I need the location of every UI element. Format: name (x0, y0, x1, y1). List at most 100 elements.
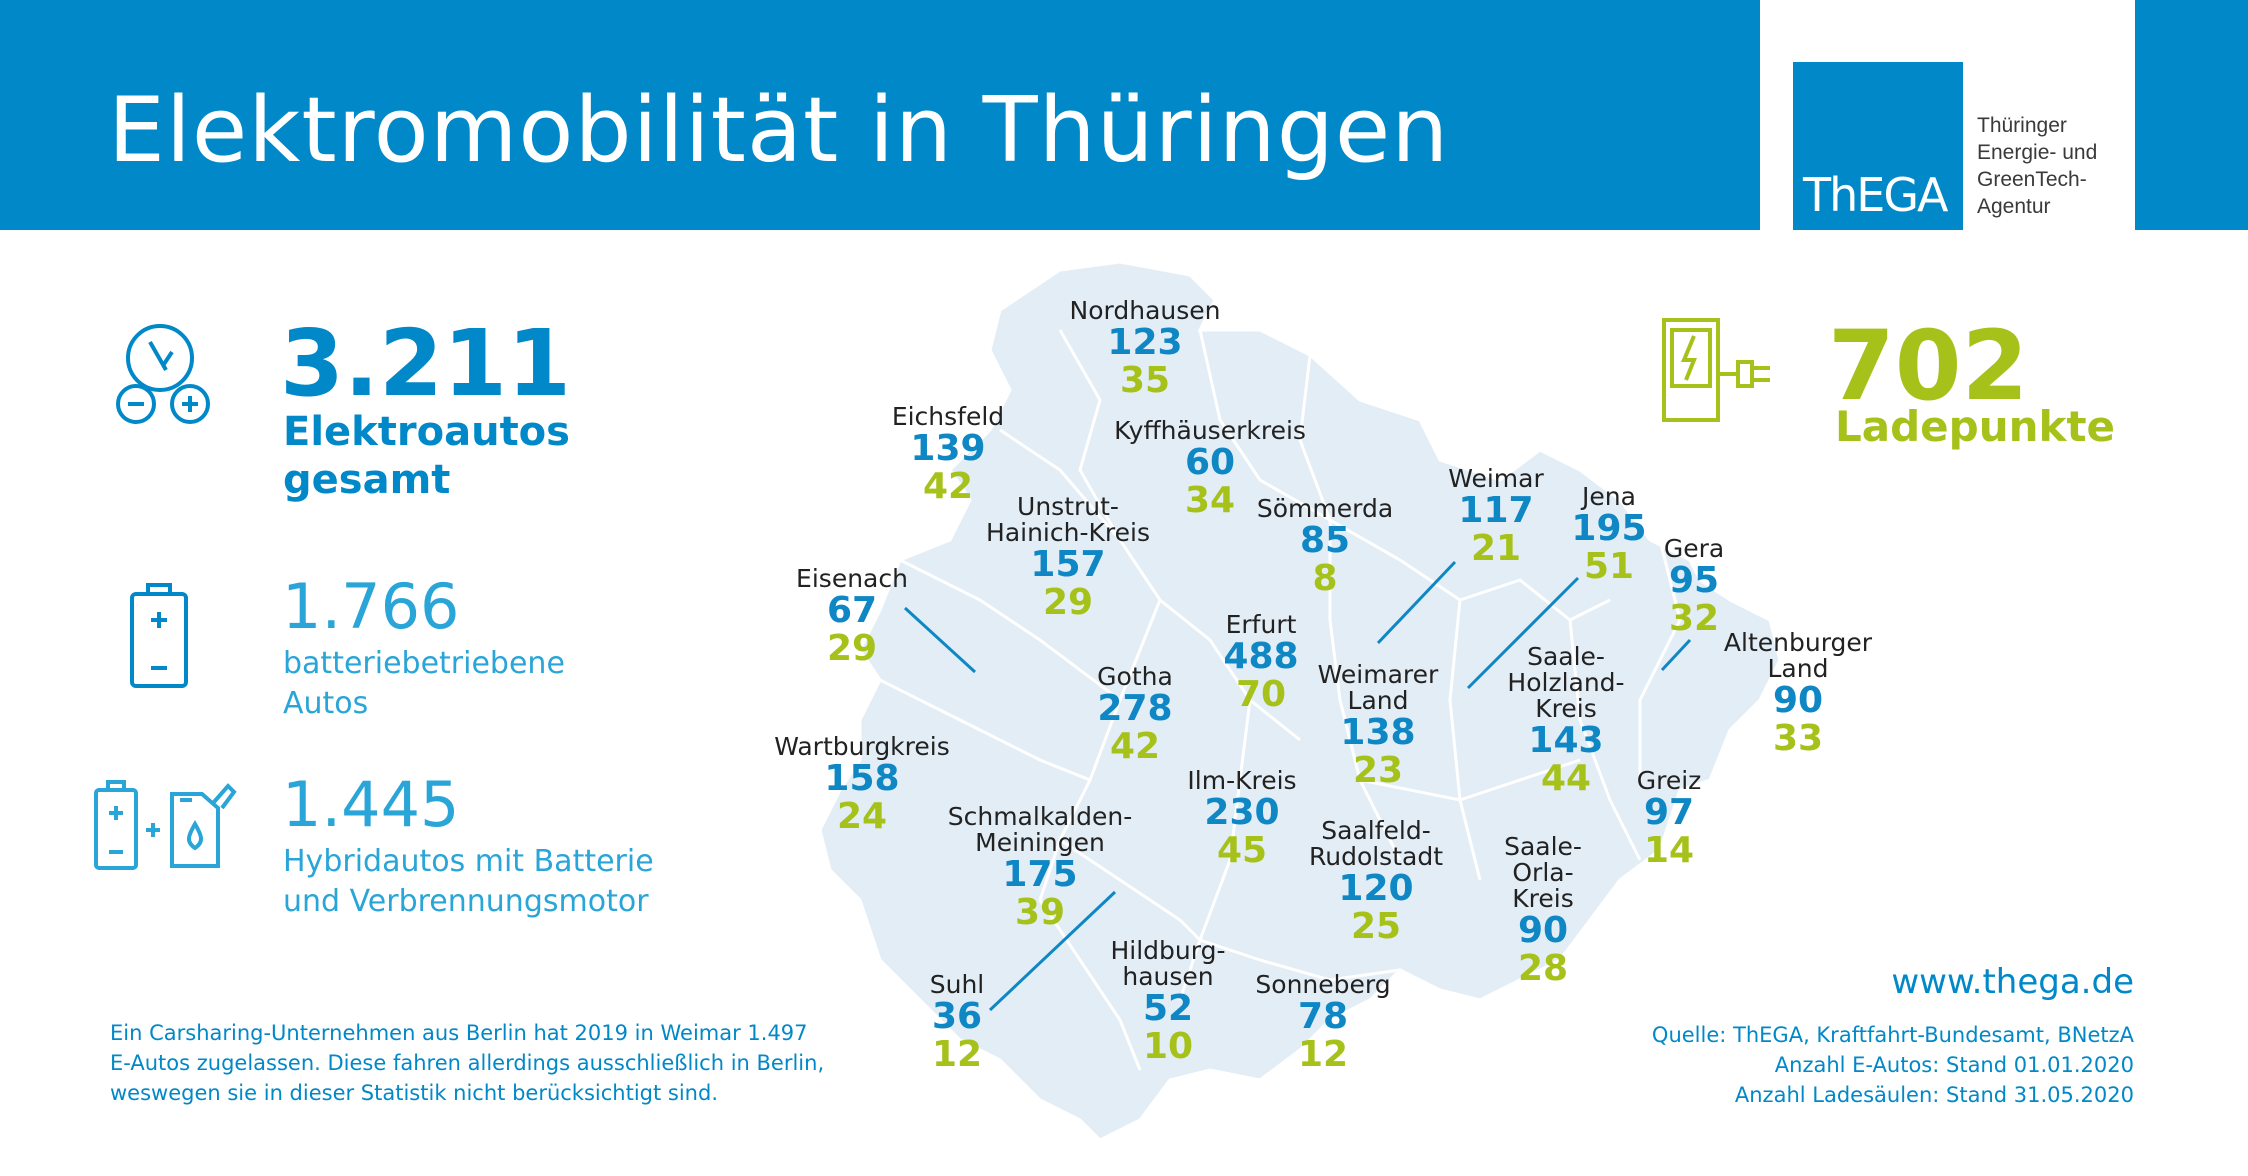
region-name: Unstrut- (1017, 492, 1119, 521)
region-charging-count: 29 (826, 628, 878, 669)
region-name: Sömmerda (1256, 494, 1394, 523)
region-label: Schmalkalden- Meiningen 175 39 (948, 804, 1133, 932)
region-ecars-count: 195 (1571, 508, 1647, 549)
region-charging-count: 21 (1470, 528, 1522, 569)
region-ecars-count: 90 (1517, 910, 1569, 951)
region-charging-count: 14 (1643, 830, 1695, 871)
region-name: Schmalkalden- (947, 802, 1133, 831)
source-line: Quelle: ThEGA, Kraftfahrt-Bundesamt, BNe… (1651, 1023, 2134, 1047)
border (1058, 329, 1301, 742)
border (1638, 539, 1682, 780)
region-name: Land (1347, 686, 1409, 715)
total-cars-label: Elektroautos gesamt (283, 408, 570, 504)
region-label: Gera 95 32 (1664, 536, 1724, 638)
region-label: Suhl 36 12 (930, 972, 985, 1074)
region-name: Weimar (1448, 464, 1544, 493)
border (1178, 699, 1252, 1001)
region-ecars-count: 52 (1142, 988, 1194, 1029)
hybrid-cars-value: 1.445 (282, 768, 460, 841)
battery-icon (130, 583, 188, 688)
region-label: Weimarer Land 138 23 (1318, 662, 1439, 790)
region-ecars-count: 78 (1297, 996, 1349, 1037)
charging-points-label: Ladepunkte (1835, 402, 2116, 451)
border (999, 428, 1122, 541)
label-line: Autos (283, 686, 369, 721)
source-line: Anzahl Ladesäulen: Stand 31.05.2020 (1734, 1083, 2134, 1107)
region-ecars-count: 85 (1299, 520, 1351, 561)
region-charging-count: 23 (1352, 750, 1404, 791)
region-name: Saalfeld- (1321, 816, 1431, 845)
sources: Quelle: ThEGA, Kraftfahrt-Bundesamt, BNe… (1652, 1020, 2134, 1110)
border (1359, 758, 1581, 802)
region-ecars-count: 117 (1458, 490, 1534, 531)
region-label: Wartburgkreis 158 24 (774, 734, 950, 836)
region-label: Sonneberg 78 12 (1255, 972, 1390, 1074)
battery-cars-label: batteriebetriebene Autos (283, 644, 565, 724)
label-line: batteriebetriebene (283, 646, 565, 681)
border (1448, 599, 1482, 881)
region-label: Erfurt 488 70 (1223, 612, 1298, 714)
charging-station-icon (1662, 318, 1770, 422)
region-charging-count: 51 (1583, 546, 1635, 587)
agency-line: Thüringer (1977, 114, 2067, 137)
region-label: Nordhausen 123 35 (1070, 298, 1221, 400)
region-charging-count: 44 (1540, 758, 1592, 799)
agency-name: Thüringer Energie- und GreenTech- Agentu… (1977, 112, 2097, 220)
region-charging-count: 29 (1042, 582, 1094, 623)
region-name: Nordhausen (1069, 296, 1221, 325)
region-name: Saale- (1527, 642, 1605, 671)
region-name: Rudolstadt (1308, 842, 1444, 871)
border (1328, 520, 1402, 861)
page-title: Elektromobilität in Thüringen (108, 78, 1450, 183)
region-charging-count: 12 (931, 1034, 983, 1075)
battery-cars-value: 1.766 (282, 570, 460, 643)
region-name: Suhl (929, 970, 985, 999)
region-label: Weimar 117 21 (1448, 466, 1544, 568)
region-name: Ilm-Kreis (1187, 766, 1297, 795)
border (1568, 619, 1642, 861)
border (1298, 354, 1332, 521)
region-charging-count: 25 (1350, 906, 1402, 947)
border (1038, 899, 1142, 1071)
region-label: Sömmerda 85 8 (1257, 496, 1393, 598)
pointer-gera (1660, 638, 1692, 672)
pointer-suhl (988, 890, 1117, 1012)
region-charging-count: 34 (1184, 480, 1236, 521)
agency-line: GreenTech- (1977, 168, 2087, 191)
region-charging-count: 42 (1109, 726, 1161, 767)
label-line: gesamt (283, 457, 451, 503)
region-ecars-count: 143 (1528, 720, 1604, 761)
region-ecars-count: 60 (1184, 442, 1236, 483)
agency-line: Energie- und (1977, 141, 2098, 164)
hybrid-icon (94, 780, 237, 870)
region-charging-count: 32 (1668, 598, 1720, 639)
region-name: Holzland- (1507, 668, 1625, 697)
region-name: Gotha (1097, 662, 1173, 691)
region-name: Altenburger (1723, 628, 1873, 657)
logo-text: ThEGA (1803, 168, 1948, 222)
border (1199, 938, 1401, 982)
region-label: Gotha 278 42 (1097, 664, 1173, 766)
region-ecars-count: 97 (1643, 792, 1695, 833)
region-name: Land (1767, 654, 1829, 683)
region-name: Hainich-Kreis (986, 518, 1150, 547)
source-line: Anzahl E-Autos: Stand 01.01.2020 (1774, 1053, 2134, 1077)
region-name: Greiz (1636, 766, 1702, 795)
region-label: Eisenach 67 29 (796, 566, 908, 668)
region-ecars-count: 123 (1107, 322, 1183, 363)
website-link[interactable]: www.thega.de (1891, 962, 2134, 1002)
region-charging-count: 10 (1142, 1026, 1194, 1067)
region-name: Kreis (1535, 694, 1597, 723)
region-charging-count: 12 (1297, 1034, 1349, 1075)
region-label: Hildburg-hausen 52 10 (1110, 938, 1225, 1066)
border (899, 558, 1121, 702)
region-name: Jena (1582, 482, 1636, 511)
region-charging-count: 35 (1119, 360, 1171, 401)
region-name: Wartburgkreis (774, 732, 950, 761)
region-ecars-count: 230 (1204, 792, 1280, 833)
region-charging-count: 8 (1312, 558, 1338, 599)
region-label: Saale- Orla- Kreis 90 28 (1504, 834, 1582, 988)
region-name: Hildburg- (1110, 936, 1226, 965)
hybrid-cars-label: Hybridautos mit Batterie und Verbrennung… (283, 842, 654, 922)
